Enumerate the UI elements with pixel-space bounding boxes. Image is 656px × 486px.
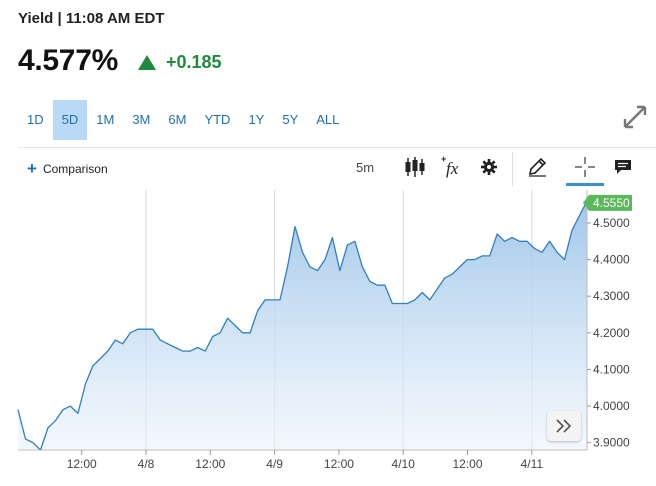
- up-arrow-icon: [137, 54, 156, 70]
- y-tick-label: 4.5000: [593, 216, 630, 230]
- x-tick-label: 4/11: [521, 457, 544, 471]
- settings-gear-icon[interactable]: [476, 154, 502, 180]
- comparison-label: Comparison: [42, 162, 108, 176]
- price-change: +0.185: [137, 51, 222, 73]
- y-tick-label: 4.1000: [593, 362, 630, 376]
- comment-icon[interactable]: [610, 154, 636, 180]
- fx-label: fx: [446, 159, 459, 178]
- x-tick-label: 4/9: [266, 457, 283, 471]
- toolbar-separator: [512, 152, 513, 186]
- last-price-tag: [583, 194, 632, 211]
- x-tick-label: 12:00: [195, 457, 225, 471]
- scroll-right-button[interactable]: [547, 411, 581, 441]
- expand-icon[interactable]: [622, 104, 648, 130]
- interval-selector[interactable]: 5m: [356, 160, 375, 175]
- range-5d[interactable]: 5D: [52, 100, 88, 140]
- y-tick-label: 4.2000: [593, 326, 630, 340]
- range-5y[interactable]: 5Y: [282, 112, 299, 127]
- svg-text:+: +: [441, 155, 446, 164]
- yield-line: [17, 200, 588, 451]
- indicators-fx-icon[interactable]: + fx: [438, 154, 464, 180]
- last-price: 4.577%: [18, 44, 118, 77]
- price-row: 4.577% +0.185: [18, 44, 222, 78]
- comparison-button[interactable]: + Comparison: [27, 159, 108, 178]
- range-ytd[interactable]: YTD: [204, 112, 231, 127]
- range-all[interactable]: ALL: [316, 112, 340, 127]
- x-tick-label: 12:00: [67, 457, 97, 471]
- range-6m[interactable]: 6M: [168, 112, 187, 127]
- range-1m[interactable]: 1M: [96, 112, 115, 127]
- x-tick-label: 4/10: [392, 457, 416, 471]
- yield-area: [18, 201, 587, 450]
- quote-title: Yield | 11:08 AM EDT: [18, 10, 165, 27]
- change-value: +0.185: [165, 51, 222, 72]
- double-chevron-right-icon: [556, 419, 572, 433]
- yield-chart: 12:00 4/8 12:00 4/9 12:00 4/10 12:00 4/11 4.5000…: [17, 190, 632, 471]
- plus-icon: +: [27, 159, 37, 178]
- x-tick-label: 4/8: [138, 457, 155, 471]
- range-1d[interactable]: 1D: [27, 112, 44, 127]
- y-tick-label: 4.4000: [593, 253, 630, 267]
- toolbar-divider: [18, 147, 656, 148]
- y-tick-label: 3.9000: [593, 436, 630, 450]
- candlestick-icon[interactable]: [402, 154, 428, 180]
- range-3m[interactable]: 3M: [132, 112, 151, 127]
- range-selector: 1D 5D 1M 3M 6M YTD 1Y 5Y ALL: [18, 100, 348, 140]
- x-tick-label: 12:00: [324, 457, 354, 471]
- crosshair-active-indicator: [566, 183, 604, 186]
- y-tick-label: 4.3000: [593, 289, 630, 303]
- y-tick-label: 4.0000: [593, 399, 630, 413]
- last-price-label: 4.5550: [593, 196, 630, 210]
- range-1y[interactable]: 1Y: [248, 112, 265, 127]
- x-tick-label: 12:00: [452, 457, 482, 471]
- draw-pencil-icon[interactable]: [524, 154, 550, 180]
- crosshair-icon[interactable]: [572, 154, 598, 180]
